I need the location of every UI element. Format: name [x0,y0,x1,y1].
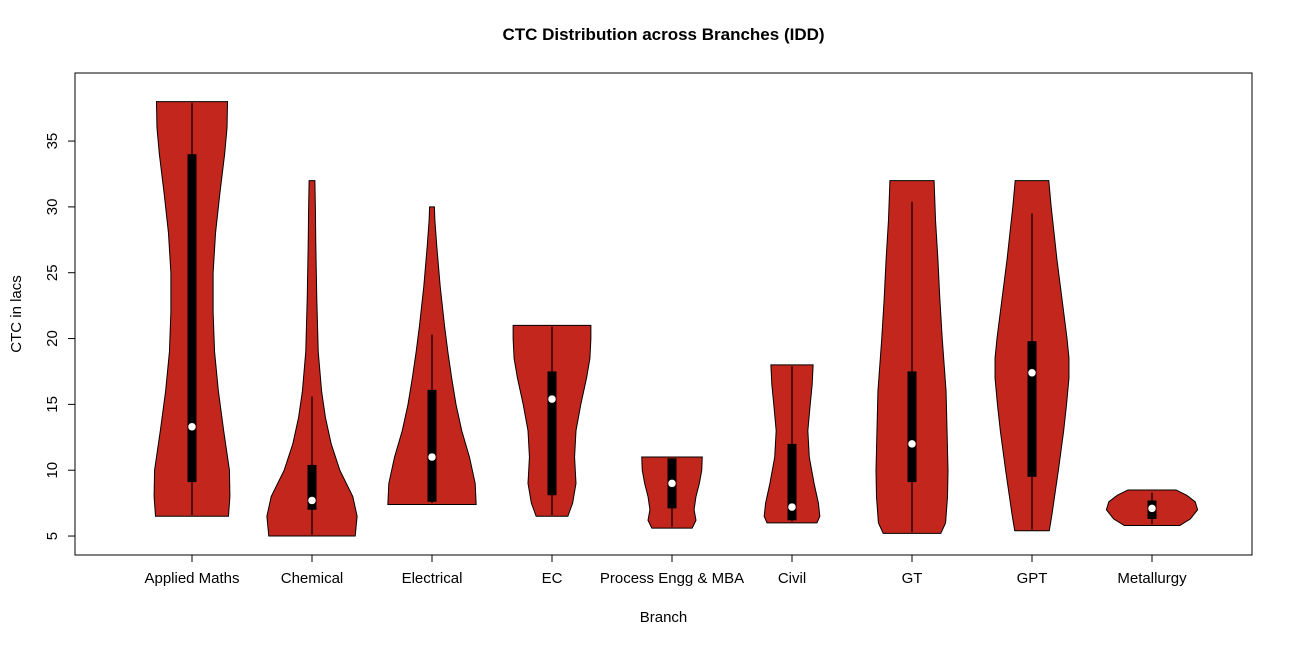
iqr-box-gpt [1027,341,1037,477]
iqr-box-ec [547,371,557,496]
median-dot-gt [907,439,917,449]
violin-chemical [266,180,358,537]
median-dot-gpt [1027,368,1037,378]
median-dot-process-engg-mba [667,479,677,488]
y-tick-label: 10 [44,462,61,479]
iqr-box-gt [907,371,917,483]
iqr-box-electrical [427,389,437,502]
y-tick-label: 15 [44,396,61,413]
x-tick-label-gt: GT [902,570,923,587]
median-dot-civil [787,502,797,512]
x-tick-label-applied-maths: Applied Maths [144,570,239,587]
plot-border [74,72,1253,556]
x-tick-label-metallurgy: Metallurgy [1117,570,1187,587]
y-tick-label: 5 [44,532,61,540]
x-tick-label-chemical: Chemical [281,570,344,587]
y-axis-label: CTC in lacs [8,275,25,353]
iqr-box-chemical [307,464,317,510]
y-tick-label: 20 [44,330,61,347]
x-tick-label-ec: EC [542,570,563,587]
median-dot-chemical [307,496,317,505]
iqr-box-applied-maths [187,154,197,483]
median-dot-ec [547,394,557,404]
x-tick-label-electrical: Electrical [402,570,463,587]
x-tick-label-civil: Civil [778,570,806,587]
median-dot-applied-maths [187,422,197,432]
x-axis-label: Branch [640,609,688,626]
x-tick-label-gpt: GPT [1017,570,1048,587]
iqr-box-civil [787,443,797,521]
median-dot-metallurgy [1147,504,1157,513]
y-tick-label: 30 [44,199,61,216]
y-tick-label: 25 [44,264,61,281]
x-tick-label-process-engg-mba: Process Engg & MBA [600,570,744,587]
y-tick-label: 35 [44,133,61,150]
median-dot-electrical [427,452,437,462]
chart-title: CTC Distribution across Branches (IDD) [502,25,824,44]
